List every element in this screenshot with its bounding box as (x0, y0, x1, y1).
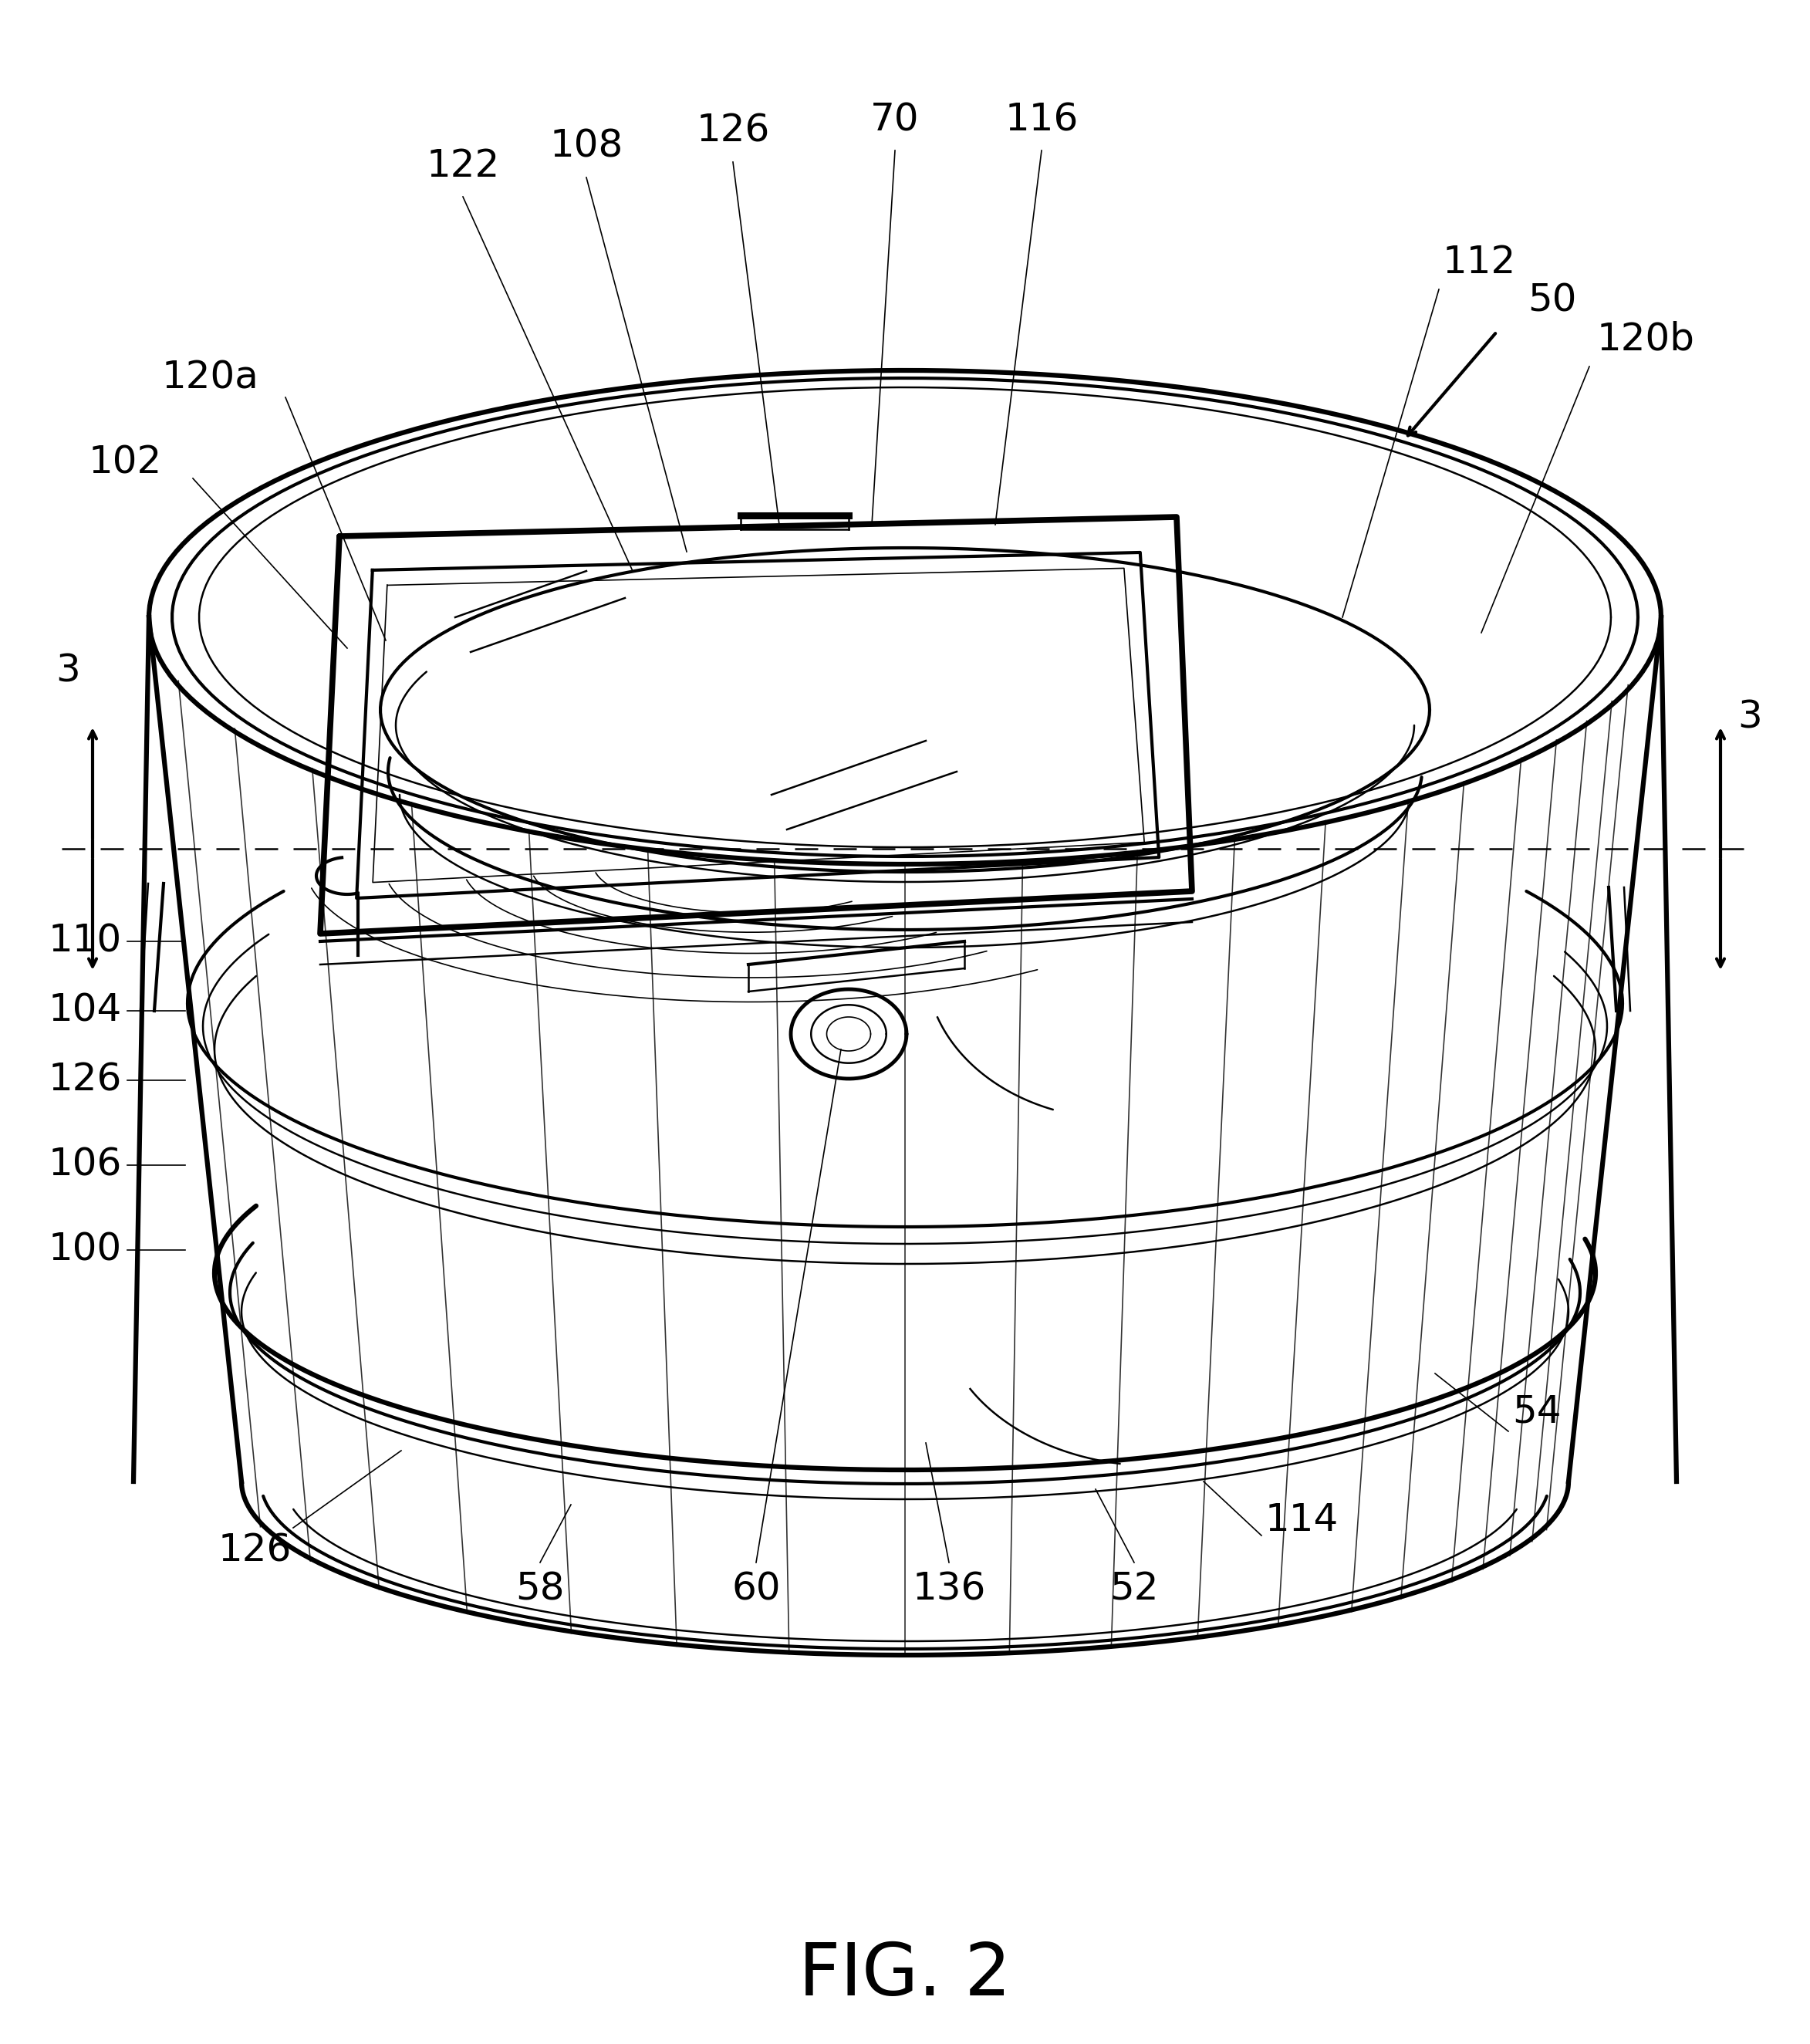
Text: 70: 70 (871, 100, 919, 139)
Text: 60: 60 (731, 1572, 780, 1609)
Text: 114: 114 (1265, 1502, 1339, 1539)
Text: 3: 3 (56, 652, 80, 689)
Text: 102: 102 (89, 444, 163, 482)
Text: 126: 126 (217, 1533, 291, 1570)
Text: 106: 106 (49, 1147, 121, 1183)
Text: 100: 100 (49, 1230, 121, 1269)
Text: 108: 108 (550, 129, 623, 166)
Text: 50: 50 (1528, 282, 1577, 319)
Text: 112: 112 (1443, 243, 1517, 280)
Text: FIG. 2: FIG. 2 (798, 1940, 1012, 2011)
Text: 120a: 120a (161, 360, 259, 397)
Text: 54: 54 (1511, 1394, 1562, 1431)
Text: 126: 126 (49, 1061, 121, 1100)
Text: 110: 110 (49, 922, 121, 961)
Text: 104: 104 (49, 991, 121, 1030)
Text: 116: 116 (1005, 100, 1079, 139)
Text: 120b: 120b (1596, 321, 1694, 358)
Text: 136: 136 (912, 1572, 986, 1609)
Text: 126: 126 (697, 112, 769, 149)
Text: 52: 52 (1110, 1572, 1158, 1609)
Text: 122: 122 (425, 147, 500, 184)
Text: 58: 58 (516, 1572, 565, 1609)
Text: 3: 3 (1738, 699, 1763, 736)
